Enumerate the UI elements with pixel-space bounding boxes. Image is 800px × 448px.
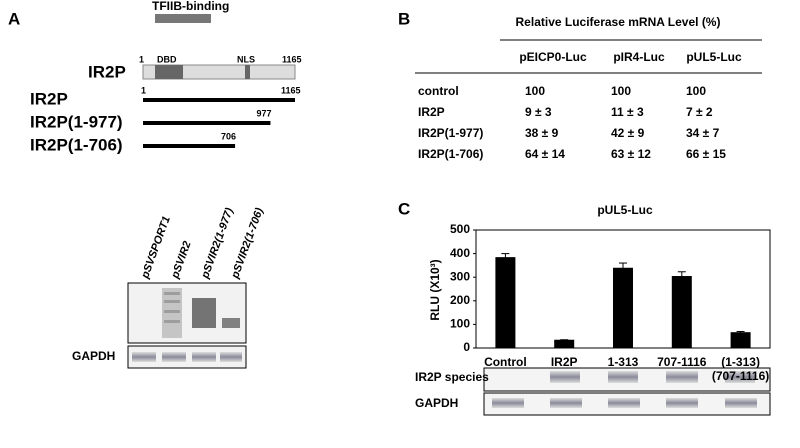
table-cell: 42 ± 9	[611, 126, 645, 140]
error-bar	[501, 253, 510, 261]
table-cell: 64 ± 14	[525, 147, 565, 161]
blot-label: IR2P species	[415, 370, 489, 384]
y-axis-label: RLU (X10³)	[428, 259, 442, 320]
bar	[671, 276, 692, 348]
x-tick-label: (1-313) (707-1116)	[712, 355, 769, 383]
tfiib-label: TFIIB-binding	[152, 0, 229, 13]
nls-label: NLS	[237, 54, 255, 64]
bar	[730, 332, 751, 348]
table-cell: 100	[611, 84, 631, 98]
construct-end: 977	[256, 108, 271, 118]
row-label: control	[418, 84, 459, 98]
gapdh-bands-c	[492, 398, 757, 408]
lane-label: pSVSPORT1	[139, 215, 173, 281]
gapdh-bands	[132, 352, 242, 362]
table-cell: 100	[686, 84, 706, 98]
error-bar	[677, 271, 686, 281]
error-bar	[736, 330, 745, 333]
construct-name: IR2P	[30, 89, 68, 108]
error-bar	[619, 262, 627, 273]
protein-label: IR2P	[88, 62, 126, 81]
column-header: pIR4-Luc	[613, 50, 665, 64]
blot-label: GAPDH	[415, 396, 458, 410]
table-cell: 66 ± 15	[686, 147, 726, 161]
y-tick-label: 300	[450, 269, 470, 283]
table-cell: 7 ± 2	[686, 105, 713, 119]
construct-start: 1	[141, 85, 146, 95]
y-tick-label: 100	[450, 317, 470, 331]
y-tick-label: 400	[450, 246, 470, 260]
row-label: IR2P	[418, 105, 445, 119]
y-tick-label: 500	[450, 222, 470, 236]
construct-end: 706	[221, 131, 236, 141]
construct-end: 1165	[281, 85, 301, 95]
end-label: 1165	[282, 54, 302, 64]
y-tick-label: 200	[450, 293, 470, 307]
chart-title: pUL5-Luc	[597, 203, 653, 217]
x-tick-label: 1-313	[608, 355, 639, 369]
row-label: IR2P(1-706)	[418, 147, 483, 161]
lane-label: pSVIR2(1-977)	[199, 206, 236, 281]
x-tick-label: Control	[484, 355, 527, 369]
y-tick-label: 0	[463, 340, 470, 354]
nls-box	[245, 65, 250, 79]
dbd-label: DBD	[157, 54, 177, 64]
species-bands	[550, 371, 755, 383]
table-cell: 34 ± 7	[686, 126, 720, 140]
panel-label: C	[398, 199, 410, 218]
start-label: 1	[139, 54, 144, 64]
blot	[127, 282, 247, 344]
bar	[613, 267, 633, 348]
dbd-box	[155, 65, 183, 79]
table-header: Relative Luciferase mRNA Level (%)	[516, 15, 721, 29]
panel-label: B	[398, 9, 410, 28]
lane-label: pSVIR2(1-706)	[229, 206, 266, 281]
bar	[495, 257, 516, 348]
blot-bands	[162, 288, 240, 338]
x-tick-label: 707-1116	[657, 355, 707, 369]
table-cell: 9 ± 3	[525, 105, 552, 119]
panel-label: A	[8, 9, 20, 28]
construct-name: IR2P(1-706)	[30, 135, 123, 154]
table-cell: 63 ± 12	[611, 147, 651, 161]
table-cell: 11 ± 3	[611, 105, 644, 119]
construct-name: IR2P(1-977)	[30, 112, 123, 131]
bar	[554, 339, 575, 348]
row-label: IR2P(1-977)	[418, 126, 483, 140]
loading-label: GAPDH	[72, 349, 115, 363]
x-tick-label: IR2P	[551, 355, 578, 369]
table-cell: 38 ± 9	[525, 126, 559, 140]
column-header: pUL5-Luc	[686, 50, 742, 64]
tfiib-box	[155, 14, 211, 23]
gapdh-blot	[127, 345, 247, 369]
column-header: pEICP0-Luc	[519, 50, 587, 64]
table-cell: 100	[525, 84, 545, 98]
lane-label: pSVIR2	[169, 240, 194, 281]
